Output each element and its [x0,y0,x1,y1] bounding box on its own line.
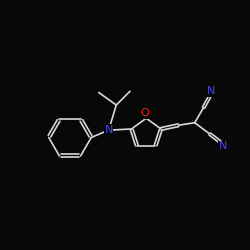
Text: O: O [140,108,149,118]
Text: N: N [104,125,113,135]
Text: N: N [207,86,215,97]
Text: N: N [218,142,227,152]
